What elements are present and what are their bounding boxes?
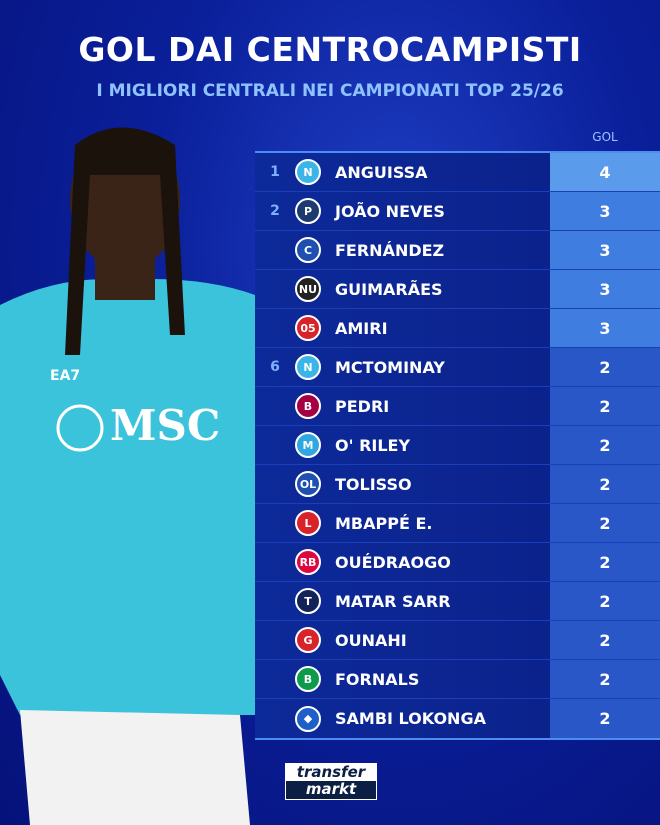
goals-value: 3 [550, 231, 660, 269]
table-row: NU GUIMARÃES 3 [255, 270, 660, 309]
logo-abbr: N [303, 165, 313, 179]
goals-value: 2 [550, 699, 660, 738]
goals-value: 2 [550, 660, 660, 698]
leipzig-logo-icon: RB [295, 549, 321, 575]
table-row: B PEDRI 2 [255, 387, 660, 426]
lille-logo-icon: L [295, 510, 321, 536]
goals-value: 2 [550, 348, 660, 386]
player-name: MCTOMINAY [335, 357, 445, 377]
table-row: 6 N MCTOMINAY 2 [255, 348, 660, 387]
logo-abbr: 05 [300, 321, 316, 335]
jersey-sponsor: MSC [110, 401, 220, 450]
logo-line1: transfer [286, 764, 376, 781]
hamburg-logo-icon: ◆ [295, 705, 321, 732]
page-subtitle: I MIGLIORI CENTRALI NEI CAMPIONATI TOP 2… [96, 81, 564, 101]
goals-value: 2 [550, 582, 660, 620]
table-row: T MATAR SARR 2 [255, 582, 660, 621]
goals-value: 3 [550, 309, 660, 347]
player-name: OUÉDRAOGO [335, 552, 451, 572]
logo-abbr: B [303, 399, 313, 413]
goals-value: 2 [550, 504, 660, 542]
player-name: TOLISSO [335, 474, 412, 494]
player-name: SAMBI LOKONGA [335, 709, 486, 728]
logo-abbr: G [303, 633, 313, 647]
table-row: 1 N ANGUISSA 4 [255, 153, 660, 192]
player-name: O' RILEY [335, 435, 411, 455]
betis-logo-icon: B [295, 666, 321, 692]
player-photo: MSC EA7 [0, 127, 255, 825]
logo-abbr: NU [298, 282, 318, 296]
barcelona-logo-icon: B [295, 393, 321, 419]
logo-abbr: B [303, 672, 313, 686]
logo-abbr: OL [299, 477, 317, 491]
goals-value: 2 [550, 426, 660, 464]
player-name: FORNALS [335, 669, 420, 689]
newcastle-logo-icon: NU [295, 276, 321, 302]
table-row: 2 P JOÃO NEVES 3 [255, 192, 660, 231]
rank: 2 [270, 203, 280, 219]
table-row: OL TOLISSO 2 [255, 465, 660, 504]
goals-value: 2 [550, 543, 660, 581]
player-name: PEDRI [335, 396, 390, 416]
player-name: JOÃO NEVES [335, 201, 445, 221]
marseille-logo-icon: M [295, 432, 321, 458]
page-title: GOL DAI CENTROCAMPISTI [78, 30, 582, 69]
table-row: 05 AMIRI 3 [255, 309, 660, 348]
girona-logo-icon: G [295, 627, 321, 653]
lyon-logo-icon: OL [295, 471, 321, 497]
logo-abbr: P [303, 204, 313, 218]
player-name: GUIMARÃES [335, 279, 443, 299]
table-row: M O' RILEY 2 [255, 426, 660, 465]
logo-abbr: N [303, 360, 313, 374]
logo-abbr: C [303, 243, 313, 257]
logo-abbr: RB [299, 555, 317, 569]
logo-abbr: L [304, 516, 312, 530]
goals-value: 2 [550, 387, 660, 425]
goals-value: 2 [550, 621, 660, 659]
goals-value: 2 [550, 465, 660, 503]
jersey-kit: EA7 [50, 368, 80, 384]
mainz-logo-icon: 05 [295, 315, 321, 341]
chelsea-logo-icon: C [295, 237, 321, 263]
gol-column-header: GOL [592, 130, 618, 144]
player-name: FERNÁNDEZ [335, 240, 445, 260]
logo-abbr: T [304, 594, 312, 608]
rank: 1 [270, 164, 280, 180]
table-row: RB OUÉDRAOGO 2 [255, 543, 660, 582]
player-name: AMIRI [335, 318, 388, 338]
player-name: MBAPPÉ E. [335, 513, 433, 533]
napoli-logo-icon: N [295, 159, 321, 185]
logo-line2: markt [305, 780, 357, 798]
table-row: G OUNAHI 2 [255, 621, 660, 660]
rank: 6 [270, 359, 280, 375]
table-row: C FERNÁNDEZ 3 [255, 231, 660, 270]
transfermarkt-logo: transfer markt [285, 763, 377, 800]
logo-abbr: M [302, 438, 314, 452]
player-name: OUNAHI [335, 630, 407, 650]
table-row: B FORNALS 2 [255, 660, 660, 699]
goals-value: 3 [550, 270, 660, 308]
logo-abbr: ◆ [303, 712, 313, 725]
table-row: ◆ SAMBI LOKONGA 2 [255, 699, 660, 738]
player-name: ANGUISSA [335, 162, 428, 182]
psg-logo-icon: P [295, 198, 321, 224]
goals-value: 4 [550, 153, 660, 191]
player-name: MATAR SARR [335, 591, 451, 611]
tottenham-logo-icon: T [295, 588, 321, 614]
napoli-logo-icon: N [295, 354, 321, 380]
table-row: L MBAPPÉ E. 2 [255, 504, 660, 543]
goals-value: 3 [550, 192, 660, 230]
